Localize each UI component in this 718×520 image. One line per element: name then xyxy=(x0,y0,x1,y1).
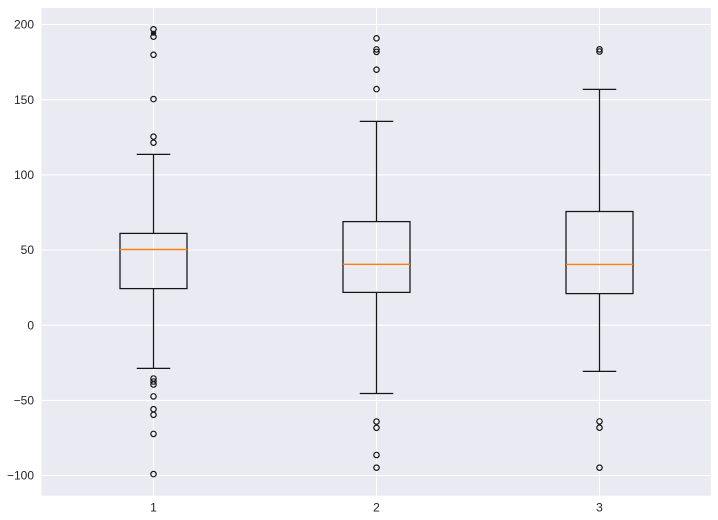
svg-text:3: 3 xyxy=(596,500,603,514)
svg-text:1: 1 xyxy=(150,500,157,514)
svg-text:−50: −50 xyxy=(14,394,35,408)
svg-text:50: 50 xyxy=(21,243,35,257)
svg-text:−100: −100 xyxy=(7,469,34,483)
svg-text:100: 100 xyxy=(14,168,34,182)
svg-text:2: 2 xyxy=(373,500,380,514)
svg-text:200: 200 xyxy=(14,18,34,32)
svg-text:150: 150 xyxy=(14,93,34,107)
svg-text:0: 0 xyxy=(27,318,34,332)
